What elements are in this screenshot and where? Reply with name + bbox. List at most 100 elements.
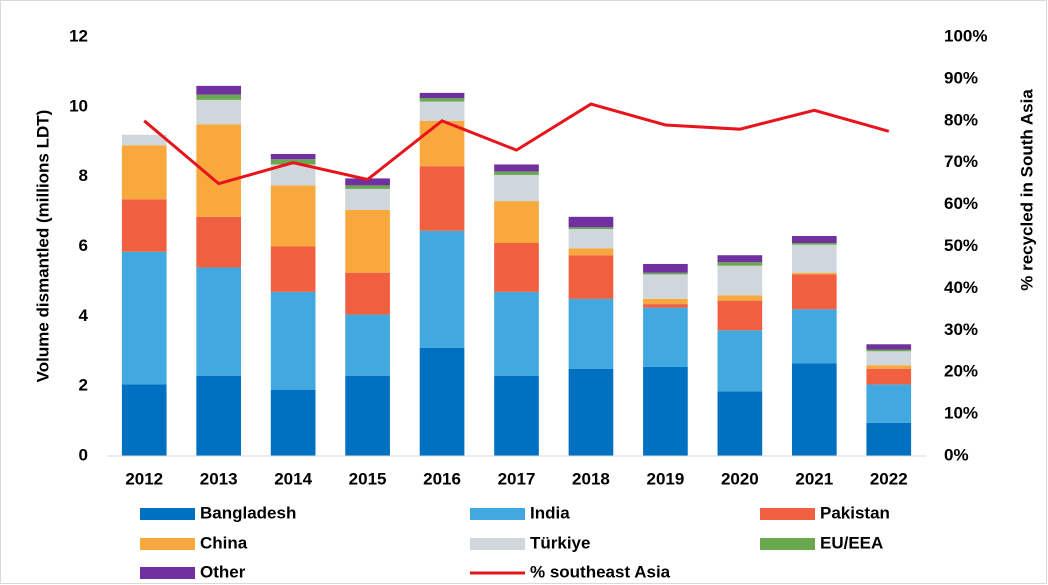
bar-segment bbox=[866, 384, 912, 423]
bar-segment bbox=[345, 272, 390, 315]
bar-segment bbox=[270, 185, 316, 247]
bar-segment bbox=[419, 120, 465, 167]
x-tick-label: 2017 bbox=[498, 469, 536, 488]
x-tick-label: 2013 bbox=[200, 469, 238, 488]
x-tick-label: 2020 bbox=[721, 469, 759, 488]
bar-segment bbox=[196, 216, 242, 268]
x-tick-label: 2022 bbox=[870, 469, 908, 488]
bar-segment bbox=[568, 229, 614, 249]
y2-tick-label: 20% bbox=[944, 362, 978, 381]
bar-segment bbox=[419, 347, 465, 456]
bar-segment bbox=[270, 164, 316, 186]
bar-segment bbox=[643, 272, 688, 275]
bar-segment bbox=[568, 368, 614, 456]
y2-tick-label: 60% bbox=[944, 194, 978, 213]
legend-label: % southeast Asia bbox=[530, 562, 671, 581]
bar-segment bbox=[121, 134, 167, 146]
bar-segment bbox=[345, 178, 390, 186]
bar-segment bbox=[643, 307, 688, 367]
bar-segment bbox=[419, 101, 465, 121]
x-tick-label: 2018 bbox=[572, 469, 610, 488]
bar-segment bbox=[196, 94, 242, 100]
bar-segment bbox=[791, 309, 837, 364]
bar-segment bbox=[866, 349, 912, 352]
legend-label: India bbox=[530, 503, 570, 522]
bar-segment bbox=[717, 255, 763, 263]
y2-tick-label: 70% bbox=[944, 152, 978, 171]
legend-swatch bbox=[140, 567, 195, 579]
bar-segment bbox=[717, 262, 763, 266]
line-series bbox=[143, 102, 890, 186]
bar-segment bbox=[643, 304, 688, 308]
x-tick-label: 2019 bbox=[646, 469, 684, 488]
bar-segment bbox=[866, 351, 912, 366]
bar-segment bbox=[494, 201, 539, 244]
y-tick-label: 10 bbox=[69, 96, 88, 115]
x-tick-label: 2012 bbox=[125, 469, 163, 488]
bar-segment bbox=[345, 185, 390, 189]
y-axis-title: Volume dismantled (millions LDT) bbox=[33, 110, 52, 383]
bar-segment bbox=[270, 246, 316, 292]
legend-swatch bbox=[140, 508, 195, 520]
y-tick-label: 8 bbox=[79, 166, 88, 185]
bar-segment bbox=[568, 227, 614, 230]
y2-axis-title: % recycled in South Asia bbox=[1017, 89, 1036, 291]
bar-segment bbox=[494, 291, 539, 376]
legend-swatch bbox=[760, 508, 815, 520]
bar-segment bbox=[345, 375, 390, 456]
bar-segment bbox=[494, 174, 539, 202]
bar-segment bbox=[345, 188, 390, 210]
legend-swatch bbox=[470, 538, 525, 550]
bar-segment bbox=[717, 265, 763, 296]
y2-tick-label: 40% bbox=[944, 278, 978, 297]
bar-segment bbox=[791, 243, 837, 245]
bar-segment bbox=[494, 375, 539, 456]
bar-segment bbox=[791, 272, 837, 275]
bar-segment bbox=[196, 99, 242, 125]
bar-segment bbox=[643, 366, 688, 456]
x-tick-label: 2021 bbox=[795, 469, 833, 488]
y2-tick-label: 0% bbox=[944, 445, 969, 464]
bar-segment bbox=[494, 243, 539, 292]
bar-segment bbox=[419, 166, 465, 231]
bar-segment bbox=[419, 92, 465, 99]
legend-swatch bbox=[760, 538, 815, 550]
bar-segment bbox=[494, 171, 539, 175]
x-tick-label: 2014 bbox=[274, 469, 312, 488]
y-tick-label: 6 bbox=[79, 236, 88, 255]
bar-segment bbox=[494, 164, 539, 172]
bar-segment bbox=[121, 251, 167, 385]
y2-tick-label: 90% bbox=[944, 68, 978, 87]
bar-segment bbox=[270, 153, 316, 160]
y2-tick-label: 80% bbox=[944, 110, 978, 129]
bar-segment bbox=[196, 375, 242, 456]
legend-label: Bangladesh bbox=[200, 503, 296, 522]
legend-swatch bbox=[140, 538, 195, 550]
x-tick-label: 2015 bbox=[349, 469, 387, 488]
bar-segment bbox=[866, 344, 912, 350]
bar-segment bbox=[196, 85, 242, 95]
y2-tick-label: 100% bbox=[944, 26, 987, 45]
y-tick-label: 2 bbox=[79, 376, 88, 395]
bar-segment bbox=[345, 209, 390, 273]
legend-label: Pakistan bbox=[820, 503, 890, 522]
bar-segment bbox=[791, 236, 837, 244]
bar-segment bbox=[717, 330, 763, 392]
bar-segment bbox=[270, 291, 316, 390]
y2-tick-label: 10% bbox=[944, 404, 978, 423]
y2-tick-label: 30% bbox=[944, 320, 978, 339]
bar-segment bbox=[121, 199, 167, 252]
bar-segment bbox=[791, 274, 837, 310]
bar-segment bbox=[121, 145, 167, 200]
legend-swatch bbox=[470, 508, 525, 520]
x-tick-label: 2016 bbox=[423, 469, 461, 488]
y-tick-label: 4 bbox=[79, 306, 89, 325]
bar-segment bbox=[643, 298, 688, 305]
legend-label: Türkiye bbox=[530, 533, 590, 552]
bar-segment bbox=[643, 274, 688, 299]
y-tick-label: 0 bbox=[79, 445, 88, 464]
bar-segment bbox=[866, 422, 912, 456]
y2-tick-label: 50% bbox=[944, 236, 978, 255]
bar-segment bbox=[568, 248, 614, 256]
